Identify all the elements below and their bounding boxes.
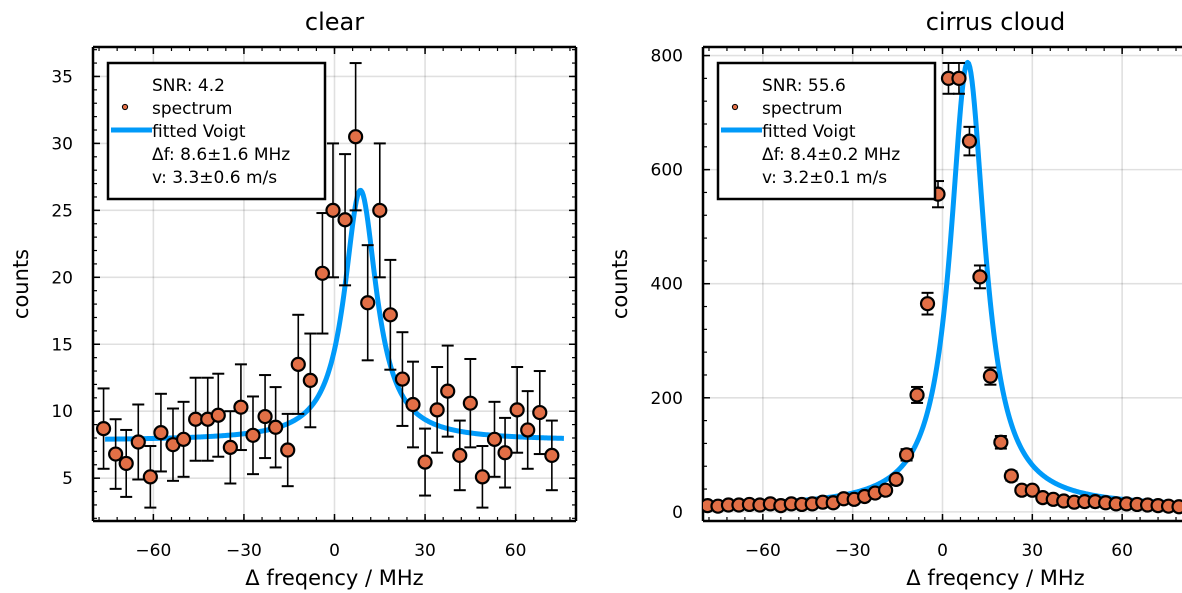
data-point xyxy=(280,442,296,458)
y-tick-label: 35 xyxy=(51,67,73,87)
data-point xyxy=(462,395,478,411)
legend-spectrum-marker xyxy=(731,103,739,111)
data-point xyxy=(95,421,112,437)
data-point xyxy=(268,419,284,435)
chart-title: cirrus cloud xyxy=(926,8,1066,36)
legend-fit: fitted Voigt xyxy=(152,122,246,142)
data-point xyxy=(210,407,226,423)
legend-snr: SNR: 4.2 xyxy=(152,76,225,96)
data-point xyxy=(233,399,249,415)
data-point xyxy=(325,202,341,218)
x-tick-label: 60 xyxy=(1111,541,1133,561)
y-tick-label: 0 xyxy=(672,503,683,523)
data-point xyxy=(972,269,988,285)
data-point xyxy=(222,439,238,455)
data-point xyxy=(429,402,445,418)
data-point xyxy=(961,133,978,149)
data-point xyxy=(302,372,318,389)
data-point xyxy=(130,434,146,450)
data-point xyxy=(382,307,398,323)
y-tick-label: 20 xyxy=(51,268,73,288)
data-point xyxy=(509,402,525,418)
data-point xyxy=(486,431,503,447)
data-point xyxy=(982,368,999,384)
data-point xyxy=(878,482,894,498)
data-point xyxy=(118,455,134,472)
data-point xyxy=(314,265,331,281)
x-tick-label: −60 xyxy=(745,541,781,561)
data-point xyxy=(245,427,261,443)
data-point xyxy=(544,447,560,463)
plot-area xyxy=(95,0,569,509)
data-point xyxy=(360,295,376,311)
data-point xyxy=(108,446,124,462)
y-tick-label: 400 xyxy=(651,275,683,295)
data-point xyxy=(372,202,388,218)
y-axis-label: counts xyxy=(608,249,632,319)
legend-spectrum: spectrum xyxy=(152,99,232,119)
y-tick-label: 30 xyxy=(51,134,73,154)
x-axis-label: Δ freqency / MHz xyxy=(245,566,423,590)
data-point xyxy=(1171,499,1182,515)
y-tick-label: 200 xyxy=(651,389,683,409)
data-point xyxy=(394,371,411,387)
data-point xyxy=(909,387,925,403)
data-point xyxy=(153,425,169,441)
legend-v: v: 3.2±0.1 m/s xyxy=(762,168,887,188)
x-tick-label: 0 xyxy=(329,541,340,561)
legend-v: v: 3.3±0.6 m/s xyxy=(152,168,277,188)
x-tick-label: 60 xyxy=(505,541,527,561)
data-point xyxy=(142,469,158,485)
x-tick-label: −30 xyxy=(835,541,871,561)
legend-spectrum: spectrum xyxy=(762,99,842,119)
data-point xyxy=(257,408,273,425)
data-point xyxy=(497,445,513,461)
legend-snr: SNR: 55.6 xyxy=(762,76,846,96)
data-point xyxy=(898,447,915,463)
data-point xyxy=(1024,482,1040,498)
legend: SNR: 55.6 spectrum fitted Voigt Δf: 8.4±0.2… xyxy=(716,61,937,201)
y-tick-label: 10 xyxy=(51,402,73,422)
data-point xyxy=(337,212,353,228)
legend: SNR: 4.2 spectrum fitted Voigt Δf: 8.6±1.6 … xyxy=(106,61,327,201)
data-point xyxy=(290,356,306,372)
data-point xyxy=(919,296,936,312)
x-tick-label: 30 xyxy=(414,541,436,561)
y-tick-label: 5 xyxy=(62,469,73,489)
data-point xyxy=(1003,468,1019,484)
data-point xyxy=(348,129,364,145)
x-tick-label: 0 xyxy=(937,541,948,561)
y-tick-label: 25 xyxy=(51,201,73,221)
legend-df: Δf: 8.4±0.2 MHz xyxy=(762,145,900,165)
data-point xyxy=(951,70,967,86)
x-tick-label: −30 xyxy=(226,541,262,561)
y-tick-label: 600 xyxy=(651,161,683,181)
chart-panel-1: −60 −30 0 30 60 5 10 15 20 25 30 35 clear Δ freqency … xyxy=(9,0,578,590)
plot-area xyxy=(703,59,1182,515)
x-tick-label: 30 xyxy=(1021,541,1043,561)
chart-title: clear xyxy=(305,8,364,36)
data-point xyxy=(474,469,491,485)
legend-df: Δf: 8.6±1.6 MHz xyxy=(152,145,290,165)
data-point xyxy=(993,434,1009,450)
x-axis-label: Δ freqency / MHz xyxy=(906,566,1084,590)
data-point xyxy=(417,454,433,470)
y-tick-label: 800 xyxy=(651,47,683,67)
legend-spectrum-marker xyxy=(121,103,129,111)
data-point xyxy=(556,0,569,7)
y-axis-label: counts xyxy=(9,249,33,319)
data-point xyxy=(452,447,468,463)
data-point xyxy=(405,396,421,413)
data-point xyxy=(520,422,536,438)
y-tick-label: 15 xyxy=(51,335,73,355)
x-tick-label: −60 xyxy=(135,541,171,561)
data-point xyxy=(175,431,192,447)
data-point xyxy=(532,404,548,421)
data-point xyxy=(440,383,456,399)
legend-fit: fitted Voigt xyxy=(762,122,856,142)
data-point xyxy=(888,471,904,487)
